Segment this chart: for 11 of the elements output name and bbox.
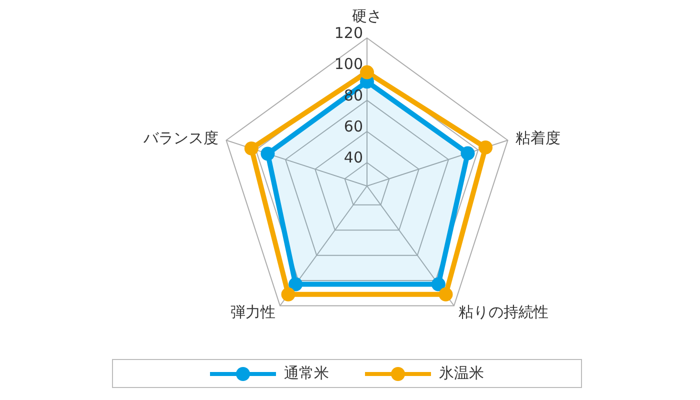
- spoke-label: 硬さ: [352, 7, 382, 25]
- y-tick-label: 120: [334, 24, 363, 42]
- y-tick-label: 40: [344, 148, 363, 167]
- spoke-label: 弾力性: [230, 303, 276, 322]
- legend-label: 通常米: [284, 364, 329, 383]
- legend-label: 氷温米: [439, 364, 484, 383]
- y-tick-label: 60: [344, 117, 363, 136]
- y-tick-label: 100: [334, 55, 363, 74]
- spoke-label: 粘りの持続性: [458, 303, 549, 322]
- spoke-label: バランス度: [142, 128, 219, 147]
- spoke-label: 粘着度: [515, 128, 560, 147]
